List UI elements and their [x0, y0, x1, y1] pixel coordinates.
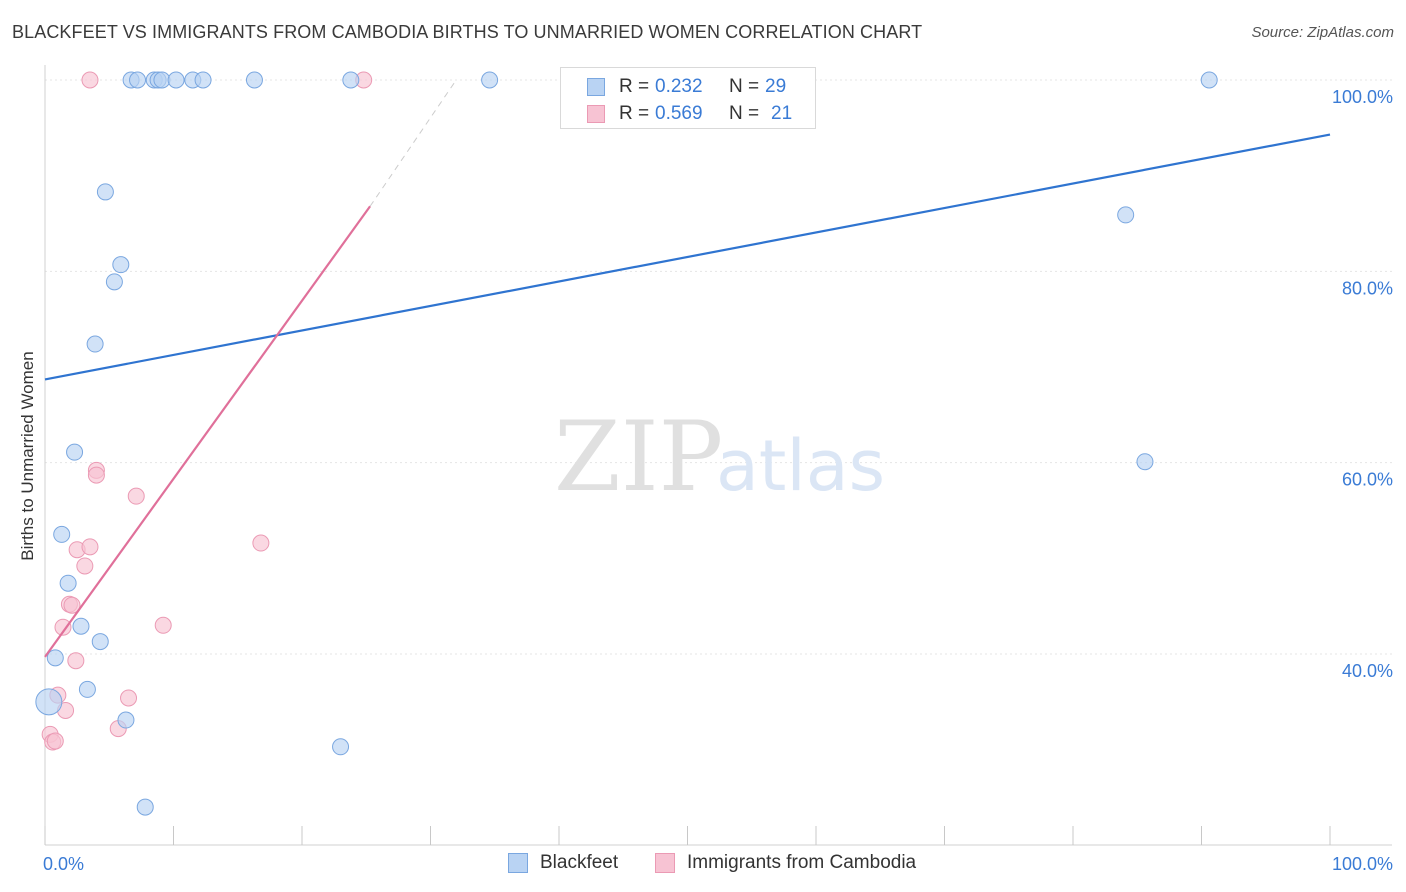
cambodia-point	[127, 487, 145, 505]
blackfeet-point	[72, 617, 90, 635]
legend-n-label: N =	[729, 76, 760, 97]
legend-swatch-blue	[587, 78, 605, 96]
blackfeet-point	[78, 680, 96, 698]
blackfeet-point	[86, 335, 104, 353]
blackfeet-point	[245, 71, 263, 89]
legend-swatch-pink	[655, 853, 675, 873]
cambodia-point	[54, 618, 72, 636]
legend-r-label: R =	[619, 76, 650, 97]
cambodia-trend-extension	[369, 79, 457, 207]
cambodia-point	[154, 616, 172, 634]
legend-r-value: 0.232	[655, 76, 703, 97]
correlation-legend: R = 0.232 N = 29 R = 0.569 N = 21	[560, 67, 816, 129]
x-tick-label: 0.0%	[43, 854, 84, 874]
blackfeet-point	[112, 256, 130, 274]
y-tick-label: 60.0%	[1342, 470, 1393, 490]
blackfeet-point	[1117, 206, 1135, 224]
blackfeet-point	[66, 443, 84, 461]
blackfeet-point	[1200, 71, 1218, 89]
legend-swatch-blue	[508, 853, 528, 873]
blackfeet-point	[129, 71, 147, 89]
watermark-zip: ZIP	[554, 401, 723, 513]
cambodia-point	[46, 732, 64, 750]
legend-swatch-pink	[587, 105, 605, 123]
x-tick-label: 100.0%	[1332, 854, 1393, 874]
blackfeet-point	[1136, 453, 1154, 471]
cambodia-point	[87, 466, 105, 484]
legend-n-value: 21	[771, 103, 793, 124]
cambodia-point	[63, 596, 81, 614]
y-tick-label: 40.0%	[1342, 661, 1393, 681]
legend-n-label: N =	[729, 103, 760, 124]
y-tick-label: 80.0%	[1342, 278, 1393, 298]
legend-label-blackfeet: Blackfeet	[540, 852, 619, 873]
blackfeet-point	[35, 688, 63, 716]
cambodia-point	[120, 689, 138, 707]
legend-r-label: R =	[619, 103, 650, 124]
cambodia-point	[67, 652, 85, 670]
y-tick-label: 100.0%	[1332, 87, 1393, 107]
blackfeet-point	[332, 738, 350, 756]
cambodia-point	[252, 534, 270, 552]
cambodia-point	[76, 557, 94, 575]
blackfeet-point	[59, 574, 77, 592]
blackfeet-point	[117, 711, 135, 729]
watermark-atlas: atlas	[716, 425, 885, 507]
chart-title: BLACKFEET VS IMMIGRANTS FROM CAMBODIA BI…	[12, 22, 923, 42]
blackfeet-point	[481, 71, 499, 89]
cambodia-trend-line	[44, 205, 371, 658]
blackfeet-trend-line	[44, 133, 1331, 381]
legend-r-value: 0.569	[655, 103, 703, 124]
legend-label-cambodia: Immigrants from Cambodia	[687, 852, 917, 873]
blackfeet-point	[96, 183, 114, 201]
blackfeet-point	[153, 71, 171, 89]
cambodia-point	[81, 538, 99, 556]
source-label: Source: ZipAtlas.com	[1251, 24, 1394, 41]
blackfeet-point	[194, 71, 212, 89]
blackfeet-point	[46, 649, 64, 667]
blackfeet-point	[105, 273, 123, 291]
blackfeet-point	[136, 798, 154, 816]
blackfeet-point	[53, 525, 71, 543]
cambodia-point	[81, 71, 99, 89]
legend-n-value: 29	[765, 76, 787, 97]
blackfeet-point	[167, 71, 185, 89]
blackfeet-point	[342, 71, 360, 89]
blackfeet-point	[91, 633, 109, 651]
